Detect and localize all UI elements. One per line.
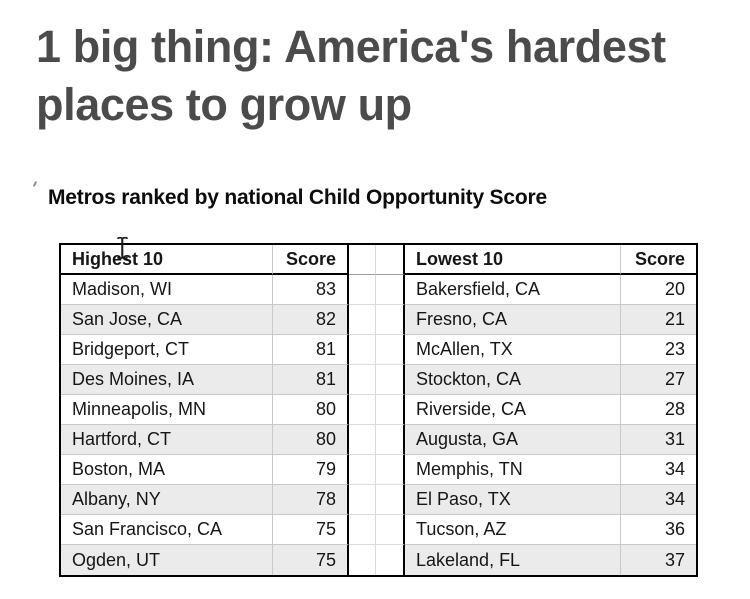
highest-metro-cell: San Francisco, CA (61, 515, 273, 545)
highest-metro-cell: Hartford, CT (61, 425, 273, 455)
highest-score-cell: 80 (273, 425, 349, 455)
lowest-metro-cell: Bakersfield, CA (405, 275, 621, 305)
gap-cell (349, 485, 376, 515)
headline-line-2: places to grow up (36, 79, 412, 130)
lowest-metro-cell: Lakeland, FL (405, 545, 621, 575)
lowest-score-cell: 37 (621, 545, 696, 575)
lowest-metro-cell: Stockton, CA (405, 365, 621, 395)
lowest-score-cell: 36 (621, 515, 696, 545)
gap-cell (376, 425, 405, 455)
gap-cell (376, 275, 405, 305)
gap-cell (376, 455, 405, 485)
lowest-metro-cell: Fresno, CA (405, 305, 621, 335)
gap-cell (349, 305, 376, 335)
stray-tick-mark (32, 180, 38, 188)
highest-score-cell: 79 (273, 455, 349, 485)
gap-cell (376, 545, 405, 575)
highest-metro-cell: Des Moines, IA (61, 365, 273, 395)
highest-score-cell: 75 (273, 545, 349, 575)
lowest-score-cell: 34 (621, 455, 696, 485)
column-header-lowest-10: Lowest 10 (405, 245, 621, 275)
gap-cell (349, 245, 376, 275)
lowest-score-cell: 21 (621, 305, 696, 335)
lowest-score-cell: 23 (621, 335, 696, 365)
lowest-score-cell: 31 (621, 425, 696, 455)
gap-cell (376, 515, 405, 545)
highest-metro-cell: Bridgeport, CT (61, 335, 273, 365)
lowest-score-cell: 28 (621, 395, 696, 425)
highest-score-cell: 83 (273, 275, 349, 305)
gap-cell (349, 395, 376, 425)
gap-cell (376, 365, 405, 395)
highest-metro-cell: Boston, MA (61, 455, 273, 485)
highest-score-cell: 75 (273, 515, 349, 545)
headline: 1 big thing: America's hardest places to… (36, 18, 736, 134)
gap-cell (349, 275, 376, 305)
lowest-score-cell: 20 (621, 275, 696, 305)
metros-table: Highest 10 Score Lowest 10 Score Madison… (59, 243, 698, 577)
gap-cell (349, 515, 376, 545)
gap-cell (376, 395, 405, 425)
lowest-metro-cell: McAllen, TX (405, 335, 621, 365)
gap-cell (349, 335, 376, 365)
lowest-metro-cell: Riverside, CA (405, 395, 621, 425)
column-header-highest-score: Score (273, 245, 349, 275)
lowest-metro-cell: Tucson, AZ (405, 515, 621, 545)
highest-metro-cell: San Jose, CA (61, 305, 273, 335)
highest-score-cell: 82 (273, 305, 349, 335)
column-header-lowest-score: Score (621, 245, 696, 275)
gap-cell (376, 335, 405, 365)
gap-cell (376, 485, 405, 515)
gap-cell (349, 455, 376, 485)
gap-cell (349, 365, 376, 395)
lowest-score-cell: 27 (621, 365, 696, 395)
highest-metro-cell: Ogden, UT (61, 545, 273, 575)
headline-line-1: 1 big thing: America's hardest (36, 21, 666, 72)
gap-cell (349, 545, 376, 575)
highest-score-cell: 81 (273, 365, 349, 395)
gap-cell (376, 305, 405, 335)
highest-metro-cell: Madison, WI (61, 275, 273, 305)
gap-cell (349, 425, 376, 455)
lowest-metro-cell: Augusta, GA (405, 425, 621, 455)
lowest-metro-cell: Memphis, TN (405, 455, 621, 485)
highest-metro-cell: Minneapolis, MN (61, 395, 273, 425)
highest-score-cell: 78 (273, 485, 349, 515)
table-title: Metros ranked by national Child Opportun… (48, 186, 547, 209)
lowest-metro-cell: El Paso, TX (405, 485, 621, 515)
highest-score-cell: 81 (273, 335, 349, 365)
highest-score-cell: 80 (273, 395, 349, 425)
lowest-score-cell: 34 (621, 485, 696, 515)
gap-cell (376, 245, 405, 275)
column-header-highest-10: Highest 10 (61, 245, 273, 275)
highest-metro-cell: Albany, NY (61, 485, 273, 515)
